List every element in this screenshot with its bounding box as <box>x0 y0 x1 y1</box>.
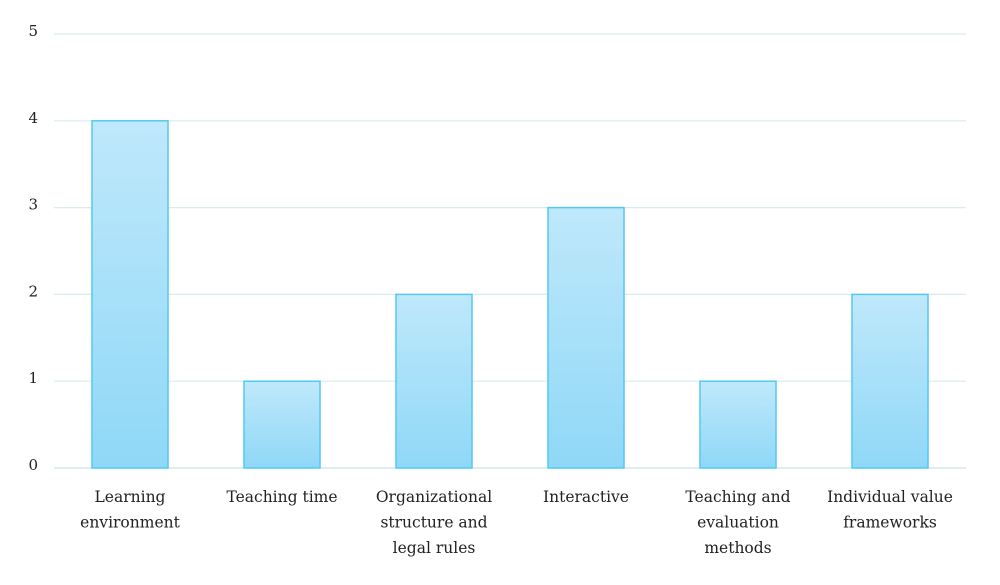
y-tick-label-3: 3 <box>28 196 38 214</box>
bar-1 <box>91 120 169 469</box>
x-tick-label-4: Interactive <box>543 488 629 506</box>
y-tick-label-4: 4 <box>28 109 38 127</box>
bar-5 <box>699 380 777 469</box>
y-tick-label-0: 0 <box>28 456 38 474</box>
x-tick-label-6: Individual value frameworks <box>827 488 953 532</box>
bars <box>91 120 929 469</box>
y-tick-label-5: 5 <box>28 22 38 40</box>
y-tick-labels: 0 1 2 3 4 5 <box>28 22 38 474</box>
x-tick-label-2: Teaching time <box>226 488 337 506</box>
bar-3 <box>395 293 473 469</box>
x-tick-label-3: Organizational structure and legal rules <box>376 488 492 557</box>
y-tick-label-2: 2 <box>28 282 38 300</box>
bar-4 <box>547 206 625 469</box>
bar-6 <box>851 293 929 469</box>
gridlines <box>54 33 966 469</box>
bar-2 <box>243 380 321 469</box>
x-tick-label-1: Learning environment <box>80 488 180 532</box>
x-tick-label-5: Teaching and evaluation methods <box>685 488 790 557</box>
y-tick-label-1: 1 <box>28 369 38 387</box>
x-tick-labels: Learning environment Teaching time Organiza… <box>80 488 953 557</box>
